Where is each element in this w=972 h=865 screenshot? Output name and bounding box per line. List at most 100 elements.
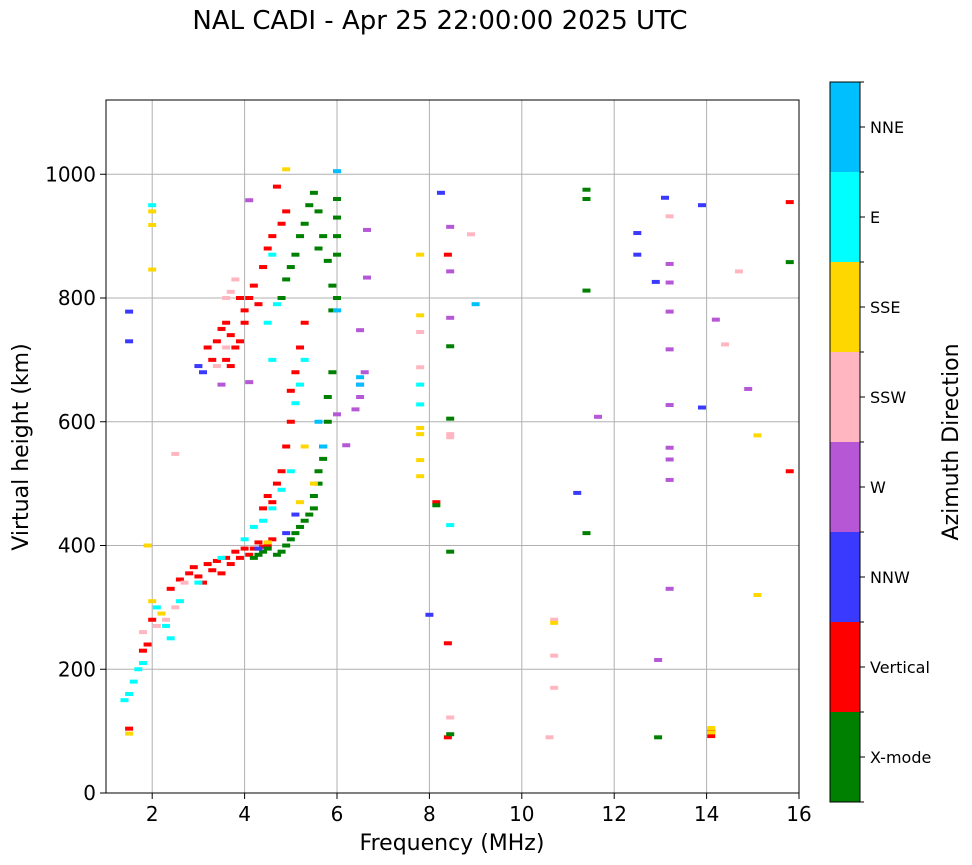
data-point-x-mode — [333, 252, 341, 257]
colorbar-segment — [830, 712, 860, 802]
data-point-nne — [333, 308, 341, 313]
data-point-nne — [333, 169, 341, 174]
y-tick-label: 400 — [58, 534, 96, 558]
data-point-vertical — [272, 184, 281, 189]
data-point-e — [120, 698, 129, 703]
colorbar-segment — [830, 82, 860, 172]
data-point-vertical — [125, 726, 134, 731]
colorbar-frame — [829, 81, 861, 803]
data-point-w — [654, 657, 663, 662]
data-point-w — [217, 382, 226, 387]
colorbar-label: Azimuth Direction — [939, 343, 964, 540]
data-point-vertical — [259, 544, 268, 549]
data-point-ssw — [550, 685, 559, 690]
data-point-sse — [707, 730, 716, 735]
data-point-vertical — [443, 735, 452, 740]
data-point-x-mode — [314, 209, 323, 214]
data-point-nnw — [194, 364, 203, 369]
data-point-e — [268, 252, 277, 257]
plot-frame — [105, 99, 800, 794]
data-point-e — [268, 357, 277, 362]
data-point-nnw — [291, 512, 300, 517]
data-point-ssw — [222, 296, 231, 300]
data-point-sse — [416, 432, 425, 437]
data-point-e — [125, 692, 134, 696]
colorbar-segment — [830, 442, 860, 532]
data-point-ssw — [734, 269, 743, 274]
data-point-x-mode — [654, 735, 663, 740]
data-point-e — [291, 401, 300, 406]
data-point-ssw — [162, 617, 171, 622]
data-point-e — [416, 402, 425, 407]
colorbar-tick-label: W — [870, 478, 886, 497]
data-point-vertical — [249, 283, 258, 288]
colorbar-segment — [830, 352, 860, 442]
data-point-ssw — [212, 364, 221, 369]
data-point-x-mode — [309, 506, 318, 511]
data-point-vertical — [268, 537, 277, 542]
x-tick-label: 10 — [509, 802, 534, 826]
data-point-vertical — [143, 642, 152, 647]
data-point-ssw — [665, 214, 674, 219]
data-point-nnw — [436, 190, 445, 195]
data-point-x-mode — [309, 494, 318, 498]
data-point-sse — [707, 726, 716, 731]
data-point-nne — [319, 444, 328, 449]
data-point-vertical — [300, 320, 309, 325]
data-point-vertical — [226, 562, 235, 567]
data-point-ssw — [550, 653, 559, 658]
data-point-x-mode — [314, 469, 323, 474]
data-point-w — [665, 457, 674, 462]
data-point-x-mode — [277, 296, 286, 300]
data-point-nnw — [573, 490, 582, 495]
x-tick-label: 14 — [694, 802, 719, 826]
data-point-vertical — [240, 308, 249, 313]
data-point-x-mode — [291, 252, 300, 257]
colorbar-tick-label: X-mode — [870, 748, 931, 767]
data-point-vertical — [226, 364, 235, 369]
data-point-nnw — [125, 309, 134, 314]
data-point-vertical — [138, 648, 147, 653]
data-point-vertical — [217, 571, 226, 576]
data-point-nne — [356, 382, 365, 387]
data-point-e — [138, 661, 147, 666]
data-point-e — [446, 523, 455, 528]
data-point-nnw — [199, 370, 208, 375]
data-point-vertical — [707, 734, 716, 739]
data-point-ssw — [466, 232, 475, 237]
data-point-ssw — [416, 365, 425, 370]
data-point-w — [744, 386, 753, 391]
data-point-ssw — [180, 580, 189, 585]
data-point-x-mode — [333, 197, 341, 201]
data-point-x-mode — [323, 258, 332, 263]
data-point-vertical — [235, 296, 244, 300]
data-point-vertical — [785, 200, 794, 205]
data-point-nnw — [425, 612, 434, 617]
data-point-ssw — [171, 605, 180, 610]
data-point-x-mode — [314, 246, 323, 251]
data-point-vertical — [199, 580, 208, 585]
data-point-w — [363, 275, 372, 280]
data-point-sse — [416, 425, 425, 430]
data-point-w — [665, 403, 674, 408]
data-point-x-mode — [446, 416, 455, 421]
y-tick-label: 200 — [58, 657, 96, 681]
x-axis-ticks: 2 4 6 8 10 12 14 16 — [146, 793, 812, 826]
data-point-x-mode — [582, 187, 591, 192]
data-point-vertical — [272, 481, 281, 486]
data-point-vertical — [208, 357, 217, 362]
x-tick-label: 8 — [423, 802, 436, 826]
x-tick-label: 12 — [601, 802, 626, 826]
y-axis-label: Virtual height (km) — [9, 343, 34, 550]
data-point-nnw — [125, 339, 134, 344]
data-point-ssw — [171, 451, 180, 456]
data-points — [120, 167, 794, 740]
data-point-sse — [300, 444, 309, 449]
data-point-vertical — [166, 586, 175, 591]
data-point-x-mode — [333, 296, 341, 300]
colorbar-tick-label: NNW — [870, 568, 910, 587]
data-point-nnw — [633, 231, 642, 236]
data-point-x-mode — [291, 531, 300, 536]
data-point-vertical — [245, 552, 254, 557]
